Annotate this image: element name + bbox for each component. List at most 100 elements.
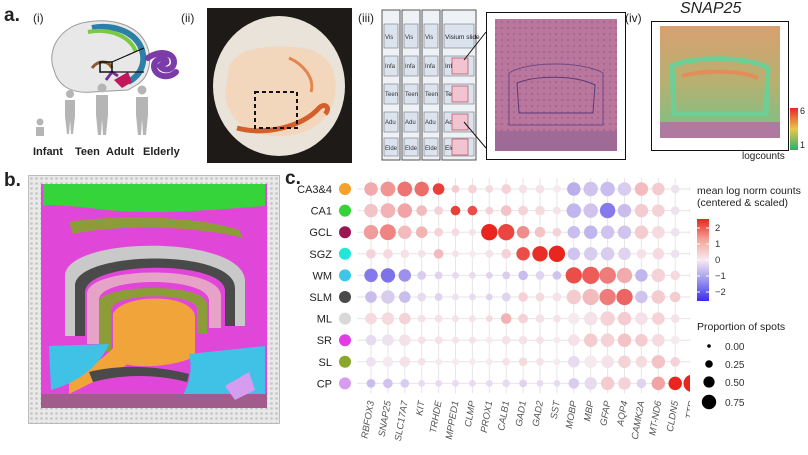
dot bbox=[415, 226, 428, 238]
dot bbox=[380, 268, 396, 283]
dot bbox=[536, 357, 544, 366]
dot bbox=[380, 203, 396, 218]
dot bbox=[383, 248, 393, 259]
dot bbox=[600, 247, 615, 261]
dot bbox=[382, 356, 394, 368]
dot bbox=[518, 335, 528, 345]
dot bbox=[652, 204, 665, 217]
size-legend-dot-0 bbox=[707, 344, 711, 348]
dot bbox=[553, 336, 561, 344]
dot bbox=[485, 272, 493, 279]
row-abbrev-3a: Adu bbox=[385, 120, 396, 126]
dot bbox=[552, 271, 562, 280]
dot bbox=[469, 272, 476, 279]
gene-label: GAD1 bbox=[514, 400, 529, 427]
row-label: WM bbox=[312, 270, 332, 282]
row-color-swatch bbox=[339, 183, 351, 195]
row-abbrev-4b: Elde bbox=[405, 146, 418, 152]
age-label-infant: Infant bbox=[33, 146, 63, 158]
row-label: CA1 bbox=[311, 206, 332, 218]
dot bbox=[553, 185, 561, 193]
dot bbox=[635, 312, 648, 325]
dot bbox=[398, 269, 412, 282]
he-section-image bbox=[486, 12, 626, 160]
dot bbox=[568, 378, 580, 389]
row-abbrev-3b: Adu bbox=[405, 120, 416, 126]
dot bbox=[599, 267, 616, 284]
slide-col-1-label: Vis bbox=[385, 35, 393, 41]
dot bbox=[416, 205, 427, 216]
dot bbox=[552, 292, 562, 302]
dot bbox=[417, 336, 426, 345]
dot bbox=[379, 224, 396, 241]
row-label: SL bbox=[319, 357, 332, 369]
brain-and-lifespan-illustration bbox=[36, 20, 179, 136]
size-legend: 0.00 0.25 0.50 0.75 bbox=[701, 342, 745, 410]
dot bbox=[617, 203, 632, 218]
dot bbox=[583, 333, 598, 347]
slide-col-3-label: Vis bbox=[425, 35, 433, 41]
dot bbox=[417, 314, 426, 323]
dot bbox=[365, 312, 377, 325]
dot bbox=[364, 203, 378, 218]
brain-icon bbox=[51, 20, 151, 93]
dot bbox=[381, 290, 395, 304]
capture-areas bbox=[451, 57, 469, 156]
dot bbox=[634, 225, 649, 239]
dot bbox=[670, 184, 680, 194]
row-label: SLM bbox=[309, 292, 332, 304]
dot bbox=[452, 250, 459, 258]
row-label: CP bbox=[317, 378, 332, 390]
dot bbox=[651, 268, 666, 283]
dot bbox=[501, 184, 512, 194]
dot bbox=[363, 225, 379, 240]
row-abbrev-4c: Elde bbox=[425, 146, 438, 152]
dot bbox=[566, 203, 581, 218]
dot bbox=[635, 269, 648, 282]
dot bbox=[518, 357, 528, 367]
dot bbox=[532, 246, 548, 262]
row-abbrev-3c: Adu bbox=[425, 120, 436, 126]
slide-column-label: Visium slide bbox=[445, 34, 480, 41]
dot bbox=[583, 225, 598, 239]
dot bbox=[616, 267, 633, 284]
dot bbox=[398, 225, 412, 239]
dot bbox=[668, 376, 682, 391]
dot bbox=[417, 357, 426, 366]
dot bbox=[469, 228, 476, 236]
color-tick-2: 2 bbox=[715, 223, 720, 234]
gene-label: MOBP bbox=[564, 399, 580, 429]
dot bbox=[583, 181, 598, 197]
panel-a-letter: a. bbox=[4, 5, 20, 26]
dot bbox=[468, 184, 477, 194]
dot bbox=[670, 335, 680, 345]
dot bbox=[567, 247, 581, 261]
gene-label: CAMK2A bbox=[630, 400, 648, 440]
dot bbox=[451, 185, 460, 193]
gene-label: TRHDE bbox=[428, 399, 445, 434]
row-color-swatch bbox=[339, 247, 351, 260]
gene-label: PROX1 bbox=[479, 400, 495, 434]
dot bbox=[670, 356, 681, 367]
dot bbox=[568, 356, 580, 368]
dot bbox=[652, 225, 665, 239]
dot bbox=[600, 333, 615, 347]
row-abbrev-2b: Teen bbox=[405, 92, 418, 98]
color-tick-0: 0 bbox=[715, 255, 720, 266]
gene-label: SST bbox=[549, 399, 563, 420]
dot bbox=[584, 355, 597, 369]
gene-label: MT-ND6 bbox=[647, 399, 664, 436]
dot bbox=[601, 355, 614, 369]
gene-label: SNAP25 bbox=[377, 399, 394, 437]
dot bbox=[381, 312, 395, 325]
dot bbox=[652, 248, 665, 260]
dot bbox=[366, 379, 376, 388]
dot bbox=[616, 288, 633, 306]
dot bbox=[536, 380, 544, 387]
dot bbox=[452, 358, 459, 366]
human-figures-icon bbox=[36, 83, 148, 136]
slide-col-2-label: Vis bbox=[405, 35, 413, 41]
size-legend-dot-75 bbox=[701, 394, 717, 410]
dot bbox=[618, 355, 631, 369]
dot bbox=[689, 316, 690, 321]
